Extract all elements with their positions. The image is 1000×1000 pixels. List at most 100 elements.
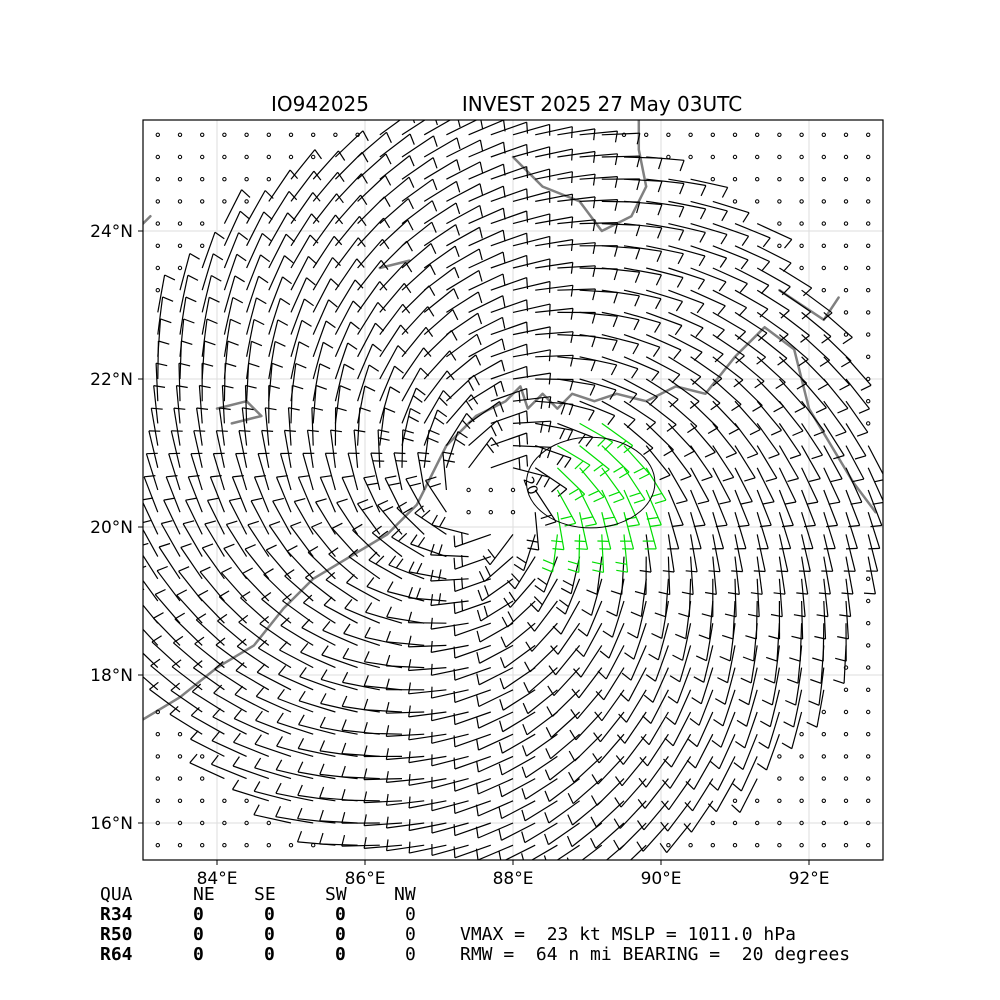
wind-barb-flag (731, 804, 741, 813)
wind-barb-flag (201, 362, 214, 367)
calm-wind-marker (311, 132, 316, 138)
wind-barb-staff (478, 755, 514, 773)
wind-barb-staff (756, 356, 786, 383)
wind-barb-flag (796, 382, 808, 390)
calm-wind-marker (155, 243, 161, 249)
wind-barb-staff (645, 311, 683, 327)
wind-barb-staff (512, 146, 550, 158)
wind-barb-flag (363, 651, 370, 663)
wind-barb-staff (712, 445, 735, 478)
wind-barb-staff (490, 210, 527, 225)
wind-barb-staff (364, 709, 403, 713)
wind-barb-flag (421, 509, 431, 519)
wind-barb-staff (623, 400, 656, 423)
wind-barb-staff (423, 409, 439, 446)
wind-barb-flag (657, 204, 663, 216)
wind-barb-flag (301, 618, 311, 629)
wind-barb-staff (240, 597, 270, 624)
wind-barb-flag (477, 313, 483, 325)
wind-barb-flag (453, 646, 456, 659)
wind-barb-flag (343, 363, 355, 371)
wind-barb-flag (698, 634, 710, 640)
wind-barb-staff (268, 255, 285, 291)
wind-barb-staff (667, 534, 675, 573)
y-tick-label: 16°N (90, 814, 133, 834)
wind-barb-flag (178, 566, 190, 572)
wind-barb-staff (190, 453, 203, 491)
wind-barb-staff (156, 570, 181, 602)
wind-barb-flag (377, 429, 390, 433)
wind-barb-staff (823, 556, 831, 595)
wind-barb-staff (401, 347, 425, 380)
wind-barb-flag (609, 389, 617, 400)
wind-barb-staff (364, 844, 403, 849)
wind-barb-flag (658, 591, 670, 596)
wind-barb-flag (431, 200, 438, 212)
wind-barb-staff (233, 741, 270, 757)
wind-barb-staff (143, 528, 159, 557)
wind-barb-staff (823, 512, 836, 549)
wind-barb-flag (719, 257, 728, 268)
wind-barb-staff (646, 156, 685, 161)
wind-barb-staff (431, 524, 469, 535)
wind-barb-flag (806, 721, 818, 728)
wind-barb-flag (574, 493, 586, 501)
wind-barb-staff (160, 523, 181, 557)
wind-barb-flag (490, 425, 497, 437)
wind-barb-flag (438, 544, 443, 556)
calm-wind-marker (799, 732, 804, 737)
wind-barb-staff (163, 499, 181, 535)
wind-barb-flag (306, 277, 316, 286)
wind-barb-flag (732, 783, 742, 792)
wind-barb-flag (591, 774, 599, 785)
wind-barb-flag (240, 591, 251, 599)
wind-barb-staff (387, 590, 425, 602)
wind-barb-staff (601, 422, 634, 447)
calm-wind-marker (755, 154, 760, 160)
wind-barb-staff (756, 245, 792, 264)
wind-barb-staff (795, 667, 803, 706)
wind-barb-staff (557, 622, 581, 655)
calm-wind-marker (177, 820, 183, 826)
wind-barb-staff (303, 602, 336, 624)
wind-barb-flag (394, 365, 404, 374)
wind-barb-staff (734, 467, 753, 502)
wind-barb-staff (703, 645, 714, 683)
wind-barb-staff (290, 213, 313, 247)
wind-barb-staff (254, 767, 292, 780)
wind-barb-flag (555, 606, 566, 615)
wind-barb-staff (535, 216, 573, 225)
calm-wind-marker (799, 820, 804, 826)
wind-barb-staff (646, 178, 685, 185)
wind-barb-staff (258, 647, 292, 669)
wind-barb-flag (278, 665, 287, 675)
wind-barb-flag (453, 579, 456, 592)
wind-barb-flag (669, 398, 679, 408)
wind-barb-staff (688, 578, 692, 617)
wind-barb-staff (535, 126, 573, 136)
wind-barb-staff (401, 367, 422, 402)
wind-barb-flag (675, 633, 687, 640)
wind-barb-staff (221, 385, 225, 424)
wind-barb-flag (635, 225, 641, 237)
wind-barb-flag (526, 210, 529, 223)
wind-barb-flag (190, 706, 200, 716)
calm-wind-marker (799, 843, 804, 848)
wind-barb-flag (786, 678, 799, 684)
wind-barb-flag (233, 732, 241, 743)
wind-barb-flag (151, 407, 163, 410)
wind-barb-staff (801, 512, 814, 549)
wind-barb-flag (427, 306, 435, 317)
wind-barb-staff (627, 667, 647, 702)
calm-wind-marker (755, 820, 760, 826)
wind-barb-flag (597, 437, 607, 447)
wind-barb-flag (402, 507, 413, 515)
wind-barb-staff (368, 559, 403, 580)
calm-wind-marker (866, 221, 871, 226)
wind-barb-staff (623, 200, 662, 206)
wind-barb-flag (479, 205, 483, 217)
wind-barb-flag (302, 594, 313, 604)
wind-barb-flag (197, 589, 209, 597)
wind-barb-flag (322, 341, 334, 349)
wind-barb-staff (531, 622, 558, 652)
